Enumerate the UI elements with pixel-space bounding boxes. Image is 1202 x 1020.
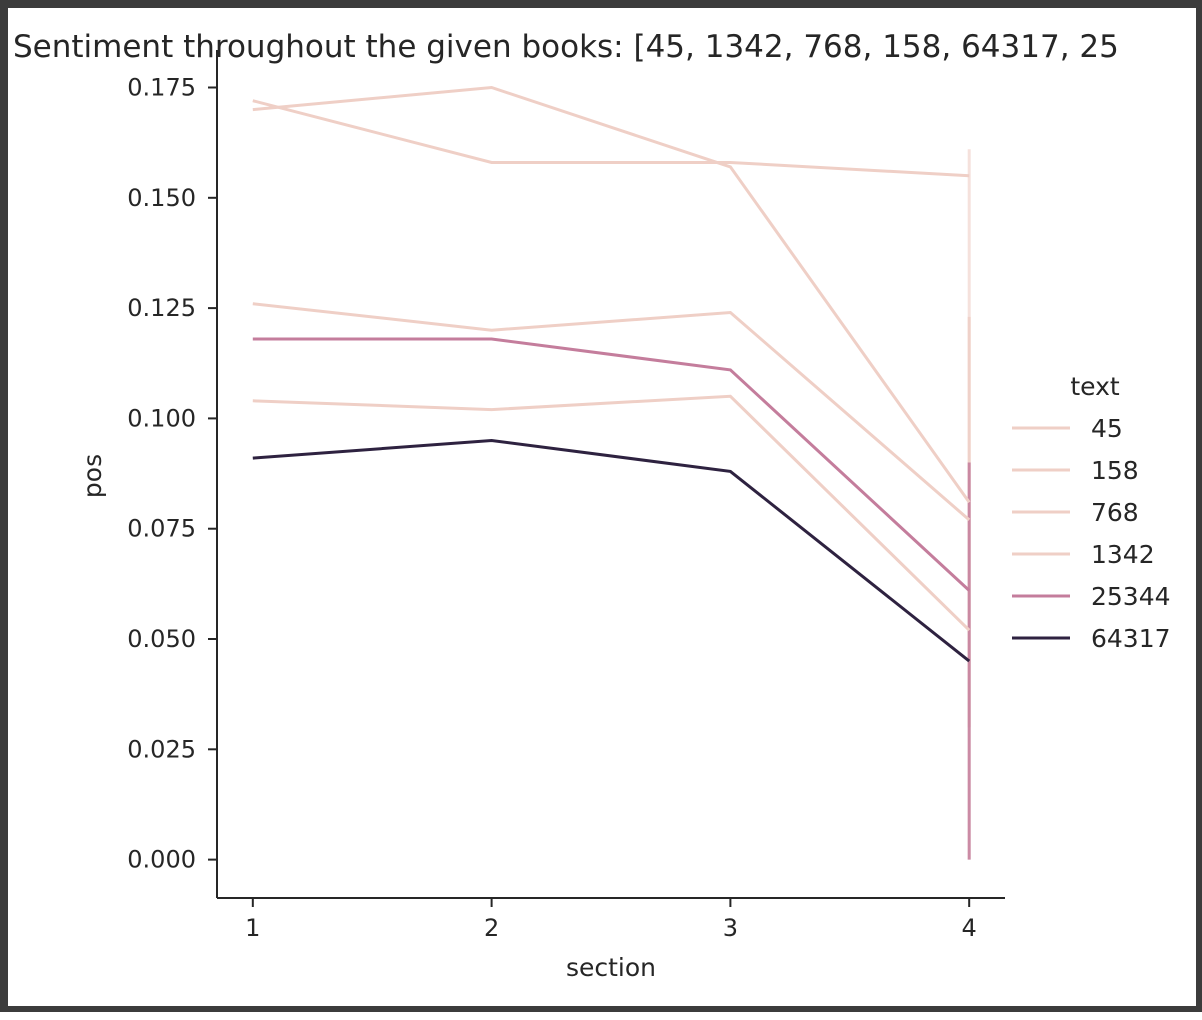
legend-label-768: 768 <box>1091 498 1139 527</box>
series-line-45 <box>252 85 971 504</box>
series-line-64317 <box>252 438 971 663</box>
series-line-158 <box>252 99 970 178</box>
x-tick-label: 1 <box>245 914 260 942</box>
y-tick-label: 0.100 <box>127 404 196 432</box>
legend-label-1342: 1342 <box>1091 540 1155 569</box>
y-tick-label: 0.175 <box>127 74 196 102</box>
series-line-25344 <box>252 337 971 592</box>
axes <box>216 50 1005 899</box>
series-line-768 <box>252 302 971 522</box>
legend-label-45: 45 <box>1091 414 1123 443</box>
y-tick-label: 0.125 <box>127 294 196 322</box>
y-ticks: 0.000 0.025 0.050 0.075 0.100 0.125 0.150 0.175 <box>127 74 217 874</box>
x-tick-label: 3 <box>723 914 738 942</box>
chart-title: Sentiment throughout the given books: [4… <box>13 29 1119 65</box>
y-tick-label: 0.150 <box>127 184 196 212</box>
legend-label-64317: 64317 <box>1091 624 1171 653</box>
y-tick-label: 0.075 <box>127 515 196 543</box>
x-tick-label: 4 <box>962 914 977 942</box>
line-chart: Sentiment throughout the given books: [4… <box>13 29 1171 982</box>
legend: text 45 158 768 1342 25344 64317 <box>1012 372 1171 653</box>
legend-label-158: 158 <box>1091 456 1139 485</box>
legend-label-25344: 25344 <box>1091 582 1171 611</box>
y-tick-label: 0.000 <box>127 846 196 874</box>
y-axis-label: pos <box>78 454 107 498</box>
x-axis-label: section <box>566 953 656 982</box>
x-tick-label: 2 <box>484 914 499 942</box>
legend-title: text <box>1070 372 1120 401</box>
y-tick-label: 0.050 <box>127 625 196 653</box>
series-line-1342 <box>252 394 971 632</box>
series-lines <box>252 85 971 663</box>
x-ticks: 1 2 3 4 <box>245 898 977 942</box>
y-tick-label: 0.025 <box>127 735 196 763</box>
